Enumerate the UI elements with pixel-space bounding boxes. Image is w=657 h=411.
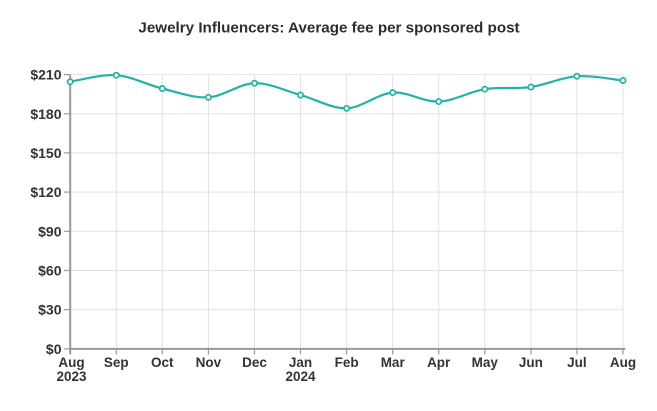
svg-text:$60: $60 <box>38 263 62 279</box>
svg-text:Apr: Apr <box>427 355 451 370</box>
svg-text:$30: $30 <box>38 302 62 318</box>
svg-text:Jan: Jan <box>289 355 312 370</box>
svg-text:$90: $90 <box>38 223 62 239</box>
svg-text:Sep: Sep <box>104 355 129 370</box>
svg-text:$180: $180 <box>30 106 61 122</box>
svg-text:Jun: Jun <box>519 355 543 370</box>
svg-text:Aug: Aug <box>610 355 636 370</box>
svg-text:$120: $120 <box>30 184 61 200</box>
svg-text:Nov: Nov <box>196 355 222 370</box>
svg-text:May: May <box>472 355 499 370</box>
svg-text:$210: $210 <box>30 67 61 83</box>
svg-text:Mar: Mar <box>381 355 406 370</box>
svg-text:Aug: Aug <box>58 355 84 370</box>
svg-text:$150: $150 <box>30 145 61 161</box>
svg-text:Jul: Jul <box>567 355 587 370</box>
svg-text:Feb: Feb <box>335 355 359 370</box>
svg-text:Jewelry Influencers: Average f: Jewelry Influencers: Average fee per spo… <box>138 20 519 37</box>
svg-text:Dec: Dec <box>242 355 267 370</box>
svg-text:$0: $0 <box>46 341 62 357</box>
svg-text:2024: 2024 <box>285 369 316 384</box>
svg-text:Oct: Oct <box>151 355 174 370</box>
svg-text:2023: 2023 <box>56 369 87 384</box>
